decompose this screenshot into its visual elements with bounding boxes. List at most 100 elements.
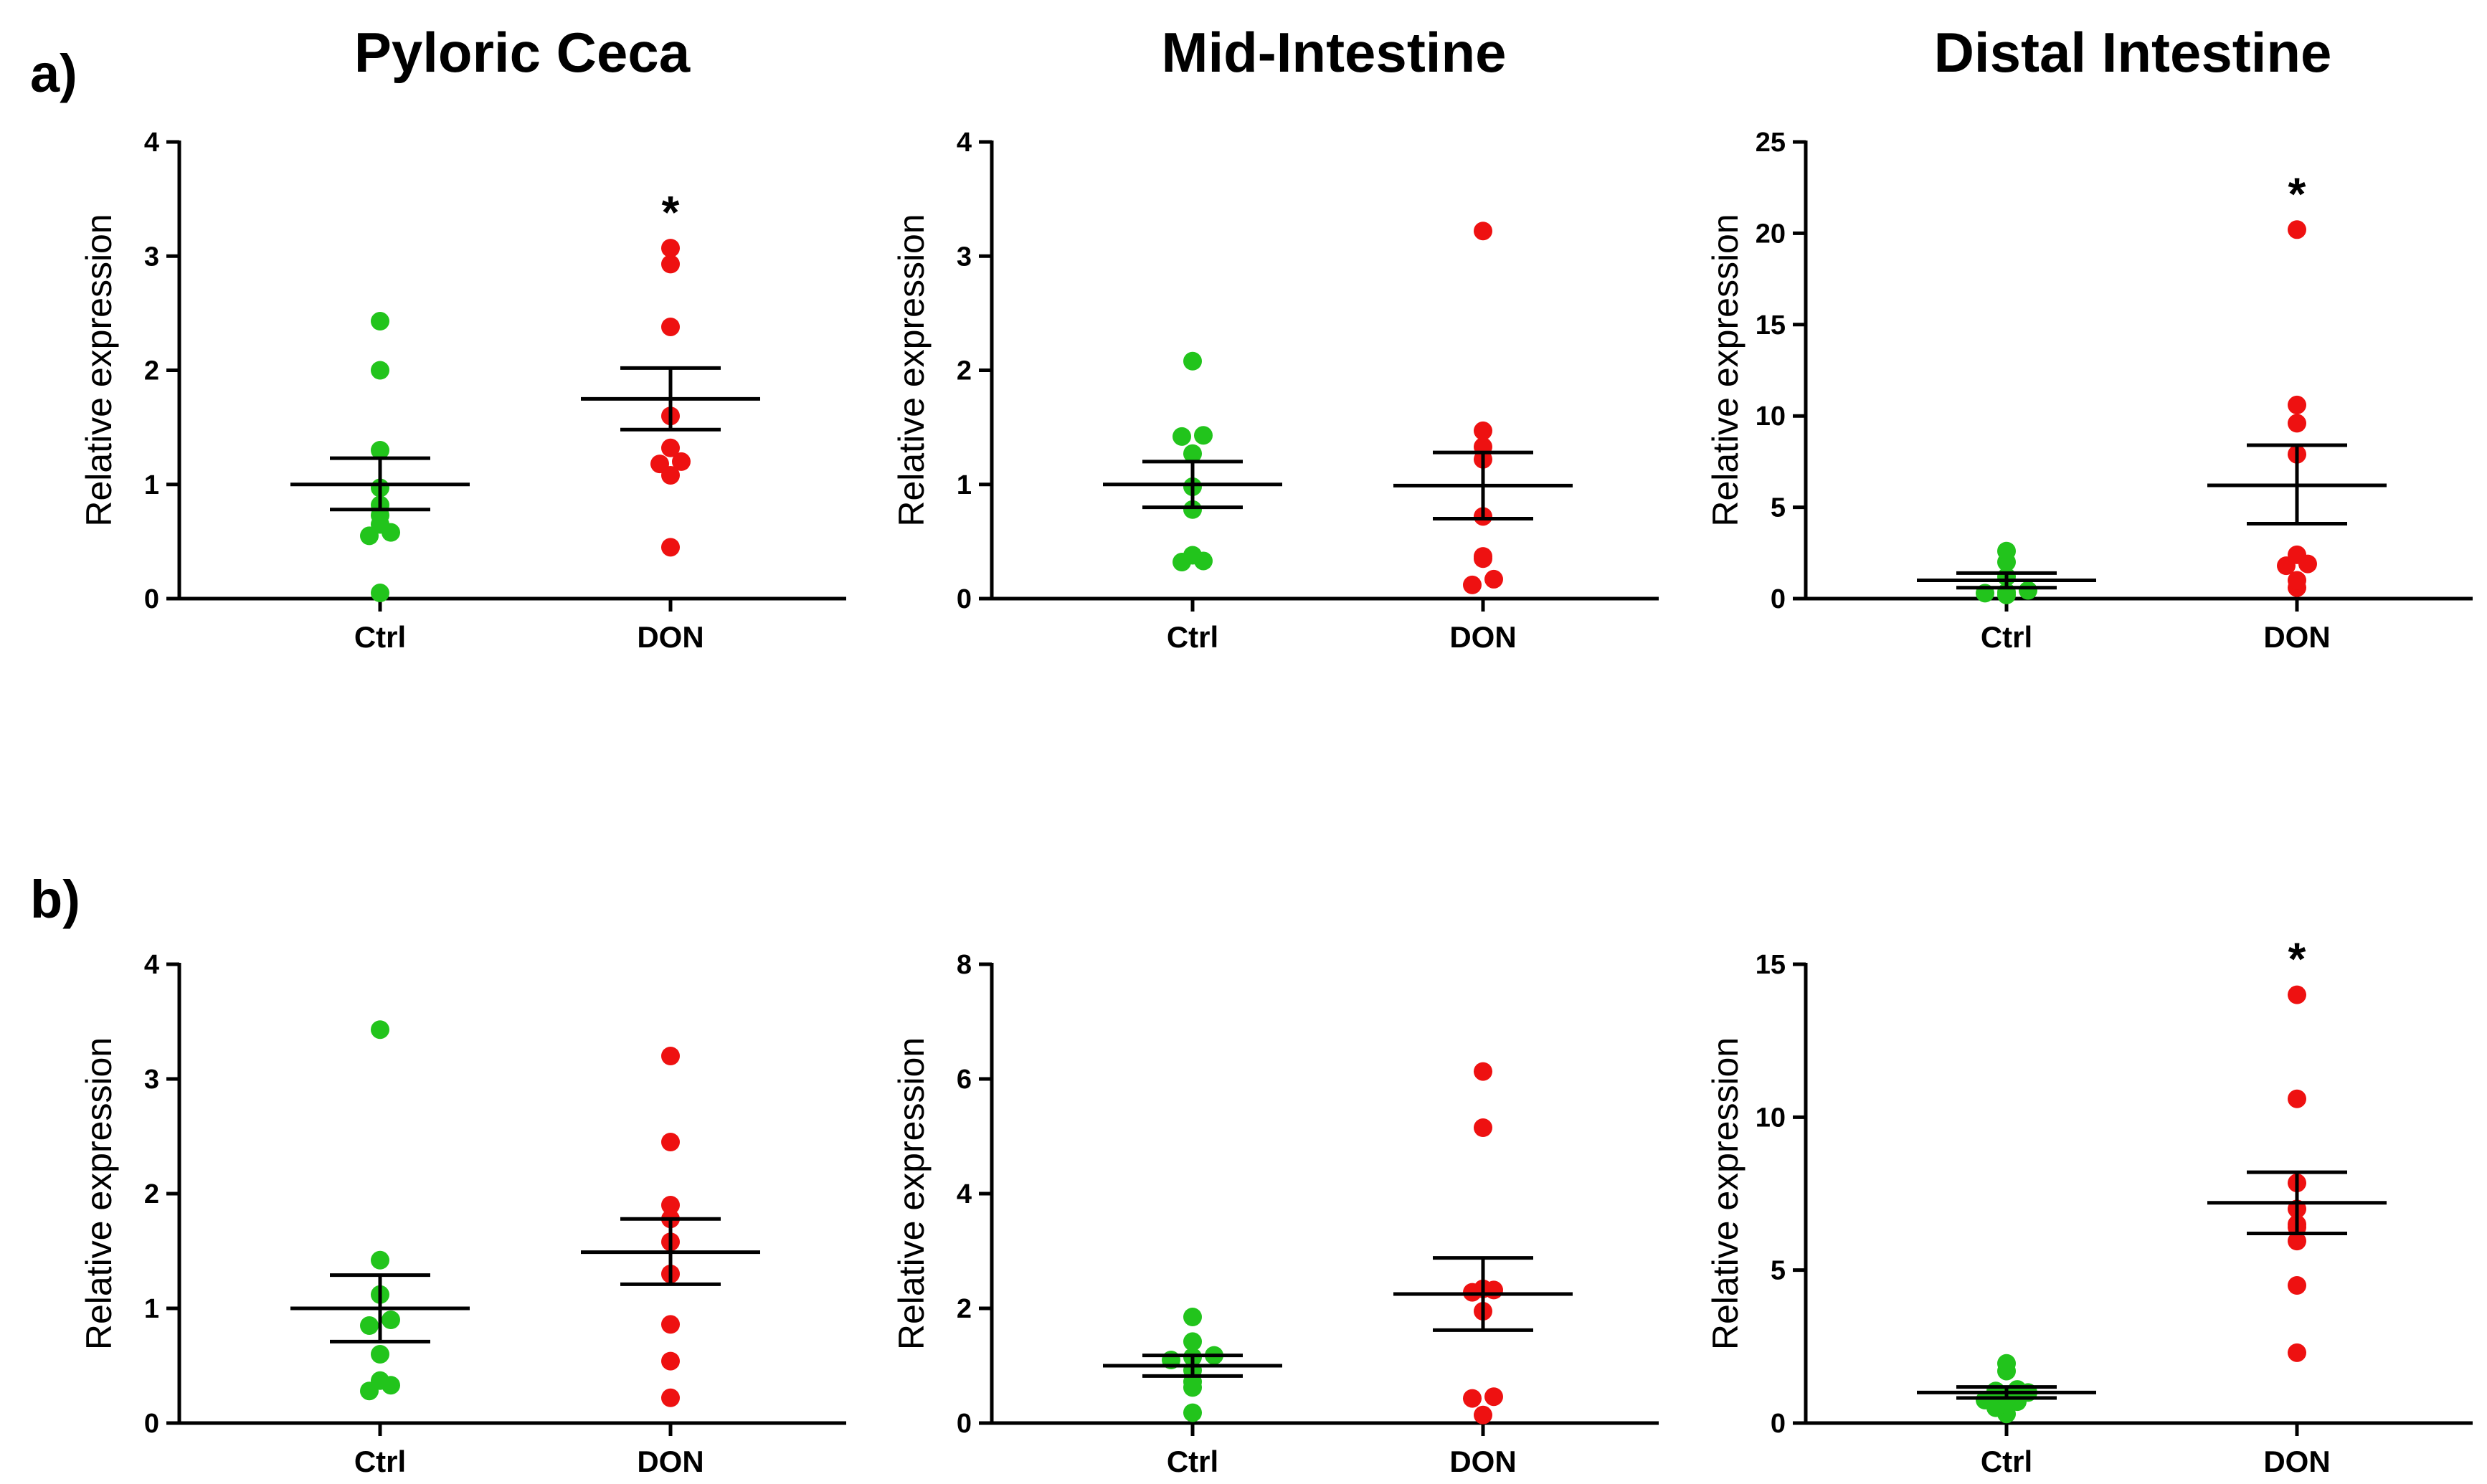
column-title-distal-intestine: Distal Intestine bbox=[1934, 21, 2332, 84]
data-point bbox=[1463, 1389, 1482, 1408]
row-label-b: b) bbox=[30, 870, 80, 929]
data-point bbox=[1463, 575, 1482, 594]
x-tick-label: Ctrl bbox=[354, 620, 406, 654]
x-tick-label: Ctrl bbox=[354, 1445, 406, 1478]
y-tick-label: 4 bbox=[957, 1179, 972, 1209]
data-point bbox=[1474, 222, 1492, 241]
significance-asterisk: * bbox=[2288, 933, 2306, 985]
significance-asterisk: * bbox=[662, 186, 680, 238]
x-tick-label: DON bbox=[1449, 620, 1516, 654]
series-ctrl bbox=[1103, 351, 1282, 572]
y-tick-label: 1 bbox=[957, 470, 972, 500]
data-point bbox=[1474, 1405, 1492, 1424]
y-tick-label: 2 bbox=[144, 356, 159, 386]
x-tick-label: DON bbox=[2263, 1445, 2330, 1478]
panel-b-distal-intestine: 0 5 10 15 Relative expression Ctrl DON * bbox=[1705, 933, 2473, 1478]
data-point bbox=[661, 1196, 680, 1214]
data-point bbox=[661, 1351, 680, 1371]
data-point bbox=[2288, 1089, 2306, 1108]
data-point bbox=[1997, 541, 2016, 561]
x-tick-label: DON bbox=[637, 620, 704, 654]
y-tick-label: 2 bbox=[957, 356, 972, 386]
data-point bbox=[2288, 414, 2306, 433]
y-tick-label: 4 bbox=[144, 128, 159, 158]
data-point bbox=[661, 1133, 680, 1151]
data-point bbox=[2288, 220, 2306, 239]
panel-a-pyloric-ceca: 0 1 2 3 4 Relative expression Ctrl DON * bbox=[79, 128, 846, 654]
data-point bbox=[371, 1250, 389, 1270]
data-point bbox=[650, 455, 669, 474]
data-point bbox=[1183, 500, 1202, 519]
data-point bbox=[661, 317, 680, 336]
data-point bbox=[382, 1311, 400, 1329]
data-point bbox=[1183, 1332, 1202, 1351]
data-point bbox=[672, 452, 691, 471]
y-tick-label: 5 bbox=[1771, 1256, 1786, 1286]
series-ctrl bbox=[1103, 1308, 1282, 1422]
y-tick-label: 0 bbox=[957, 1409, 972, 1439]
series-don bbox=[1393, 222, 1573, 594]
data-point bbox=[661, 255, 680, 274]
data-point bbox=[1474, 1062, 1492, 1081]
y-tick-label: 2 bbox=[144, 1179, 159, 1209]
series-ctrl bbox=[1917, 541, 2096, 604]
data-point bbox=[371, 312, 389, 331]
data-point bbox=[2288, 395, 2306, 414]
series-don: * bbox=[2207, 933, 2387, 1362]
data-point bbox=[2288, 985, 2306, 1004]
y-tick-label: 1 bbox=[144, 470, 159, 500]
series-ctrl bbox=[1917, 1354, 2096, 1424]
x-tick-label: Ctrl bbox=[1981, 620, 2032, 654]
data-point bbox=[371, 1371, 389, 1390]
data-point bbox=[1183, 1403, 1202, 1422]
y-tick-label: 0 bbox=[144, 1409, 159, 1439]
data-point bbox=[371, 1345, 389, 1364]
row-label-a: a) bbox=[30, 44, 77, 103]
series-ctrl bbox=[290, 1020, 470, 1401]
data-point bbox=[371, 1020, 389, 1040]
data-point bbox=[371, 584, 389, 603]
y-tick-label: 3 bbox=[957, 242, 972, 272]
data-point bbox=[1997, 1354, 2016, 1373]
series-don: * bbox=[581, 186, 760, 557]
y-tick-label: 1 bbox=[144, 1294, 159, 1324]
data-point bbox=[661, 1388, 680, 1407]
data-point bbox=[661, 1315, 680, 1334]
y-tick-label: 8 bbox=[957, 950, 972, 980]
data-point bbox=[360, 1316, 379, 1335]
panel-a-mid-intestine: 0 1 2 3 4 Relative expression Ctrl DON bbox=[891, 128, 1659, 654]
data-point bbox=[1484, 1387, 1503, 1407]
data-point bbox=[1183, 546, 1202, 565]
y-tick-label: 10 bbox=[1756, 1103, 1786, 1133]
column-title-pyloric-ceca: Pyloric Ceca bbox=[354, 21, 691, 84]
data-point bbox=[1474, 421, 1492, 440]
data-point bbox=[371, 361, 389, 380]
data-point bbox=[1474, 547, 1492, 566]
data-point bbox=[2288, 1276, 2306, 1295]
data-point bbox=[661, 438, 680, 457]
series-don bbox=[1393, 1062, 1573, 1424]
y-tick-label: 0 bbox=[1771, 1409, 1786, 1439]
x-tick-label: Ctrl bbox=[1167, 1445, 1218, 1478]
y-tick-label: 25 bbox=[1756, 128, 1786, 158]
y-tick-label: 10 bbox=[1756, 401, 1786, 432]
y-tick-label: 15 bbox=[1756, 950, 1786, 980]
panel-a-distal-intestine: 0 5 10 15 20 25 Relative expression Ctrl DON * bbox=[1705, 128, 2473, 654]
data-point bbox=[661, 1047, 680, 1065]
data-point bbox=[661, 239, 680, 258]
series-don: * bbox=[2207, 168, 2387, 597]
data-point bbox=[2288, 1343, 2306, 1362]
data-point bbox=[1484, 569, 1503, 589]
series-ctrl bbox=[290, 312, 470, 603]
y-tick-label: 4 bbox=[144, 950, 159, 980]
y-tick-label: 0 bbox=[957, 584, 972, 614]
y-axis-label: Relative expression bbox=[79, 214, 119, 526]
y-tick-label: 0 bbox=[144, 584, 159, 614]
panel-b-pyloric-ceca: 0 1 2 3 4 Relative expression Ctrl DON bbox=[79, 950, 846, 1478]
y-tick-label: 20 bbox=[1756, 219, 1786, 249]
data-point bbox=[2288, 545, 2306, 564]
x-tick-label: Ctrl bbox=[1167, 620, 1218, 654]
y-axis-label: Relative expression bbox=[1705, 214, 1745, 526]
series-don bbox=[581, 1047, 760, 1407]
